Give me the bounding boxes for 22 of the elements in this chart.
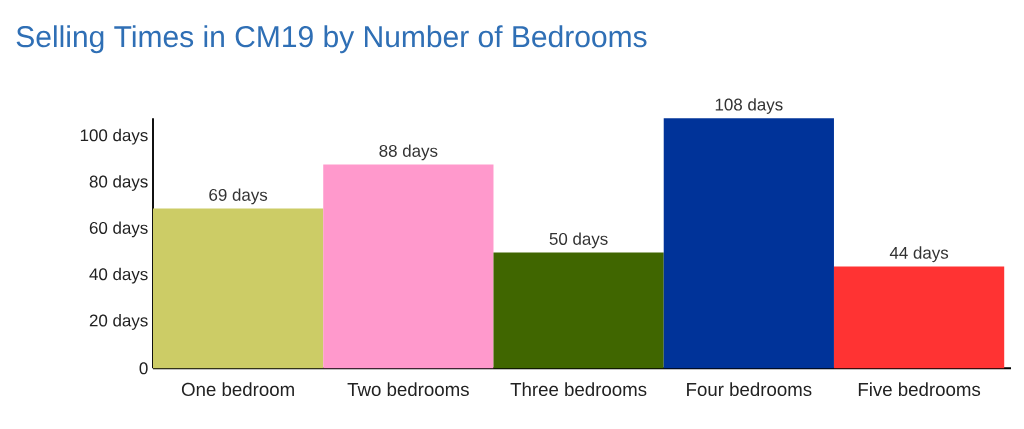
x-tick-label: Three bedrooms <box>510 382 647 397</box>
bar <box>153 208 324 369</box>
x-tick-label: Two bedrooms <box>347 382 469 397</box>
x-tick-label: Five bedrooms <box>858 382 981 397</box>
y-tick-label: 0 <box>139 362 148 375</box>
data-label: 50 days <box>549 232 608 249</box>
bar <box>493 252 664 369</box>
chart-title: Selling Times in CM19 by Number of Bedrooms <box>16 25 647 54</box>
data-label: 88 days <box>379 144 438 161</box>
data-label: 69 days <box>209 188 268 205</box>
x-tick-label: Four bedrooms <box>687 382 812 397</box>
bar <box>323 164 494 369</box>
bar <box>833 266 1005 369</box>
y-tick-label: 80 days <box>89 175 148 191</box>
data-label: 44 days <box>889 246 949 263</box>
y-tick-label: 100 days <box>80 128 148 145</box>
data-label: 108 days <box>715 98 783 114</box>
y-tick-label: 20 days <box>89 314 148 330</box>
y-tick-label: 60 days <box>89 221 148 238</box>
bar <box>663 118 834 369</box>
y-tick-label: 40 days <box>89 267 148 284</box>
x-tick-label: One bedroom <box>181 382 294 397</box>
